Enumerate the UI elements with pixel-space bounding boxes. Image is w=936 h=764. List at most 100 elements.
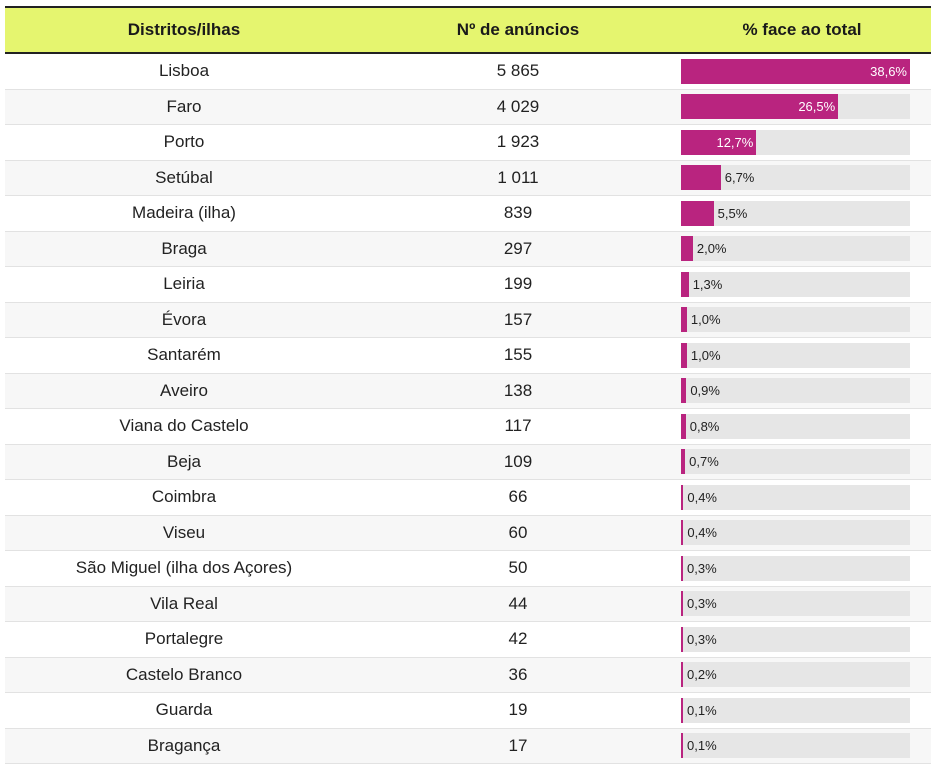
region-name: Braga (5, 239, 363, 259)
percent-cell: 0,4% (673, 480, 931, 515)
bar-track: 0,9% (681, 378, 910, 403)
percent-cell: 26,5% (673, 90, 931, 125)
percent-cell: 0,3% (673, 622, 931, 657)
listing-count: 157 (363, 310, 673, 330)
listing-count: 109 (363, 452, 673, 472)
region-name: Aveiro (5, 381, 363, 401)
percent-label: 26,5% (681, 94, 838, 119)
listing-count: 138 (363, 381, 673, 401)
region-name: Setúbal (5, 168, 363, 188)
listing-count: 19 (363, 700, 673, 720)
listing-count: 5 865 (363, 61, 673, 81)
percent-cell: 2,0% (673, 232, 931, 267)
bar-track: 0,2% (681, 662, 910, 687)
bar-track: 2,0% (681, 236, 910, 261)
region-name: Bragança (5, 736, 363, 756)
region-name: Santarém (5, 345, 363, 365)
percent-label: 0,8% (686, 414, 720, 439)
listing-count: 50 (363, 558, 673, 578)
data-table: Distritos/ilhas Nº de anúncios % face ao… (5, 6, 931, 764)
bar-track: 12,7% (681, 130, 910, 155)
region-name: Faro (5, 97, 363, 117)
percent-label: 0,7% (685, 449, 719, 474)
listing-count: 199 (363, 274, 673, 294)
percent-label: 5,5% (714, 201, 748, 226)
percent-label: 0,2% (683, 662, 717, 687)
region-name: Leiria (5, 274, 363, 294)
header-percent: % face ao total (673, 20, 931, 40)
bar-fill (681, 236, 693, 261)
listing-count: 44 (363, 594, 673, 614)
percent-label: 0,4% (683, 485, 717, 510)
percent-cell: 1,0% (673, 338, 931, 373)
listing-count: 297 (363, 239, 673, 259)
percent-cell: 6,7% (673, 161, 931, 196)
bar-track: 1,3% (681, 272, 910, 297)
bar-track: 0,3% (681, 627, 910, 652)
region-name: Castelo Branco (5, 665, 363, 685)
bar-track: 0,4% (681, 485, 910, 510)
header-count: Nº de anúncios (363, 20, 673, 40)
percent-label: 1,3% (689, 272, 723, 297)
percent-cell: 12,7% (673, 125, 931, 160)
region-name: Madeira (ilha) (5, 203, 363, 223)
percent-cell: 0,2% (673, 658, 931, 693)
percent-label: 0,1% (683, 698, 717, 723)
percent-label: 0,3% (683, 556, 717, 581)
region-name: Porto (5, 132, 363, 152)
percent-cell: 0,9% (673, 374, 931, 409)
percent-label: 38,6% (681, 59, 910, 84)
bar-track: 38,6% (681, 59, 910, 84)
percent-label: 1,0% (687, 343, 721, 368)
region-name: Beja (5, 452, 363, 472)
percent-cell: 38,6% (673, 54, 931, 89)
listing-count: 839 (363, 203, 673, 223)
bar-track: 0,3% (681, 556, 910, 581)
table-row: Madeira (ilha)839 5,5% (5, 196, 931, 232)
percent-cell: 0,1% (673, 729, 931, 764)
region-name: Viseu (5, 523, 363, 543)
percent-cell: 0,7% (673, 445, 931, 480)
listing-count: 66 (363, 487, 673, 507)
percent-label: 2,0% (693, 236, 727, 261)
percent-label: 0,9% (686, 378, 720, 403)
percent-cell: 0,3% (673, 587, 931, 622)
percent-label: 0,1% (683, 733, 717, 758)
region-name: Guarda (5, 700, 363, 720)
percent-cell: 0,4% (673, 516, 931, 551)
percent-label: 0,4% (683, 520, 717, 545)
bar-track: 6,7% (681, 165, 910, 190)
region-name: Viana do Castelo (5, 416, 363, 436)
header-region: Distritos/ilhas (5, 20, 363, 40)
listing-count: 117 (363, 416, 673, 436)
bar-fill (681, 201, 714, 226)
percent-label: 1,0% (687, 307, 721, 332)
bar-track: 0,8% (681, 414, 910, 439)
percent-label: 6,7% (721, 165, 755, 190)
listing-count: 4 029 (363, 97, 673, 117)
bar-track: 26,5% (681, 94, 910, 119)
bar-track: 1,0% (681, 343, 910, 368)
bar-fill (681, 272, 689, 297)
bar-track: 0,7% (681, 449, 910, 474)
region-name: Vila Real (5, 594, 363, 614)
region-name: São Miguel (ilha dos Açores) (5, 558, 363, 578)
bar-track: 5,5% (681, 201, 910, 226)
region-name: Lisboa (5, 61, 363, 81)
listing-count: 1 923 (363, 132, 673, 152)
region-name: Portalegre (5, 629, 363, 649)
percent-label: 12,7% (681, 130, 756, 155)
